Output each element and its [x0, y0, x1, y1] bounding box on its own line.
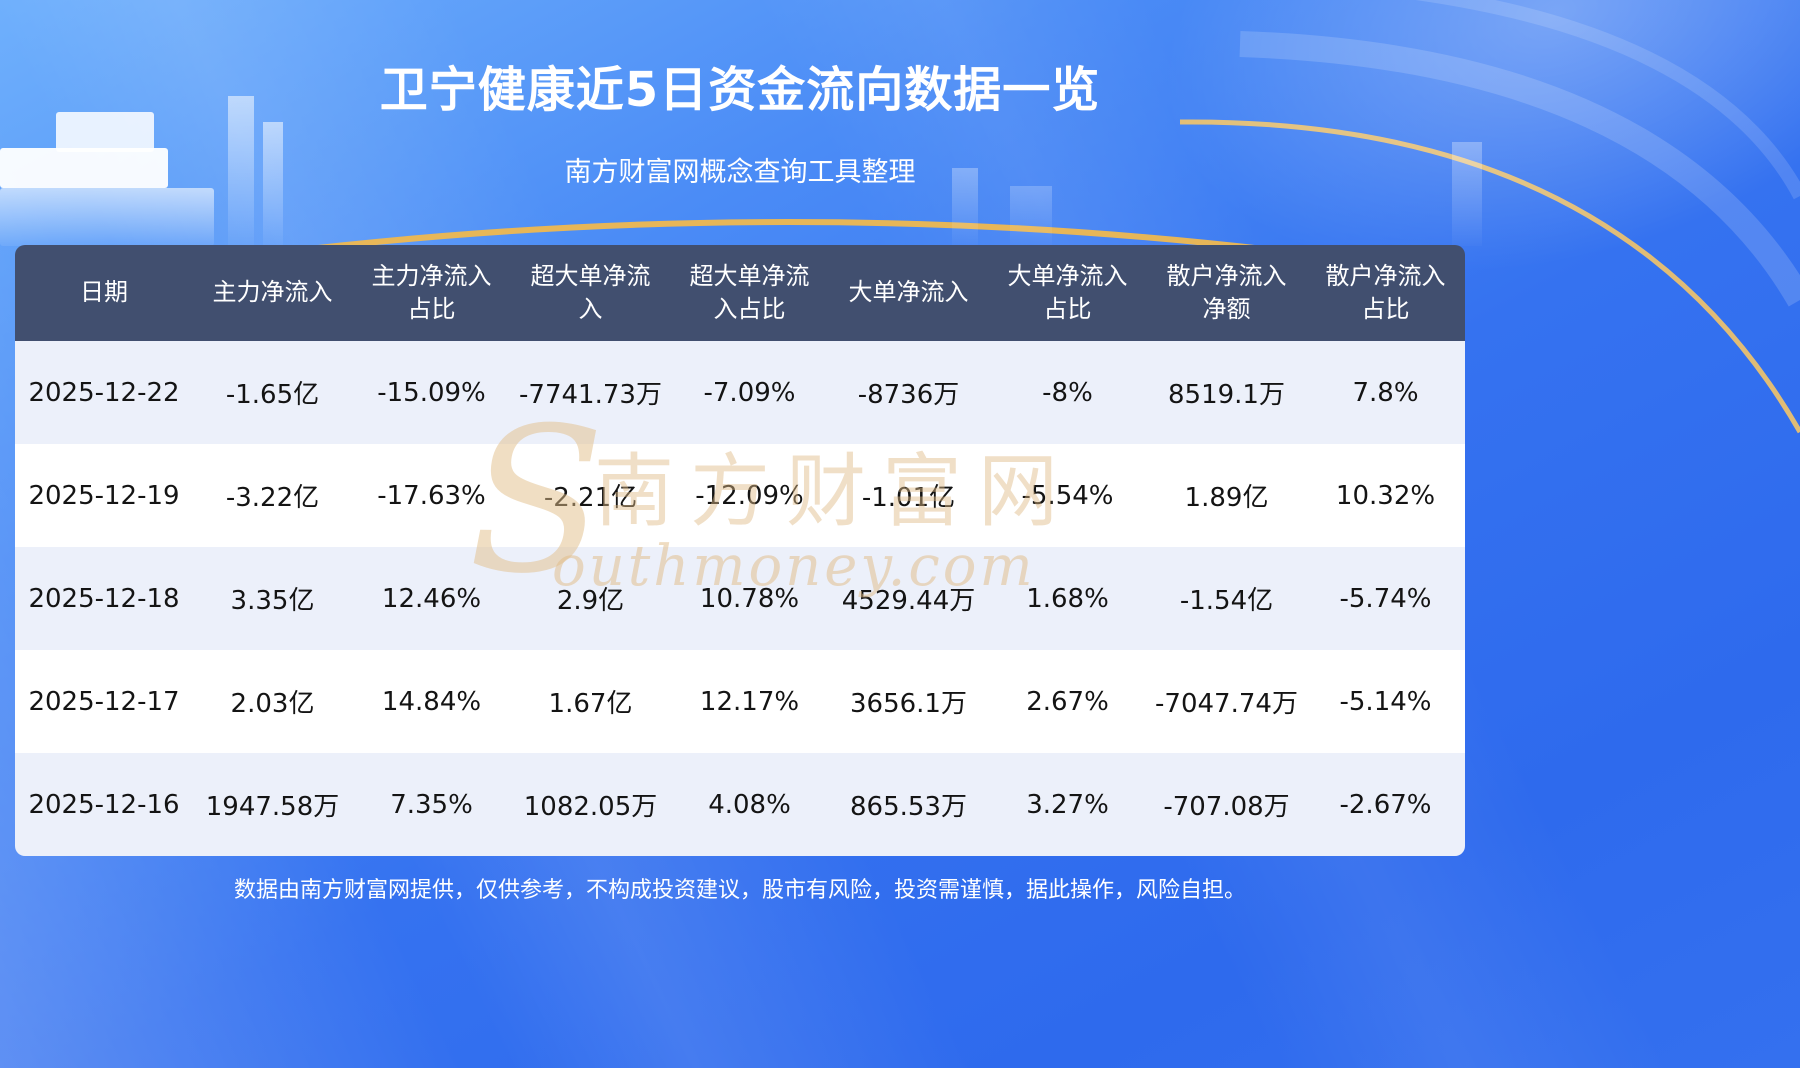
date-cell: 2025-12-16	[28, 789, 180, 820]
building-block	[0, 148, 168, 188]
page-title: 卫宁健康近5日资金流向数据一览	[379, 62, 1101, 118]
light-pillar	[1452, 142, 1482, 246]
column-header: 散户净流入占比	[1306, 245, 1465, 341]
value-cell: 1947.58万	[205, 792, 340, 822]
date-cell: 2025-12-19	[28, 480, 180, 511]
value-cell: -7741.73万	[519, 380, 662, 410]
value-cell: 8519.1万	[1168, 380, 1285, 410]
column-header: 大单净流入	[829, 245, 988, 341]
light-pillar	[228, 96, 254, 246]
gold-arc	[299, 219, 1273, 253]
value-cell: 10.32%	[1335, 480, 1436, 511]
value-cell: -5.74%	[1339, 583, 1432, 614]
table-row: 2025-12-19 -3.22亿 -17.63% -2.21亿 -12.09% -1.0…	[15, 444, 1465, 547]
value-cell: 3.35亿	[230, 586, 315, 616]
value-cell: 1082.05万	[523, 792, 658, 822]
gold-swoosh	[1179, 119, 1800, 434]
light-pillar	[1010, 186, 1052, 246]
date-cell: 2025-12-18	[28, 583, 180, 614]
disclaimer-text: 数据由南方财富网提供，仅供参考，不构成投资建议，股市有风险，投资需谨慎，据此操作…	[233, 878, 1246, 903]
value-cell: 1.89亿	[1184, 483, 1269, 513]
value-cell: 4529.44万	[841, 586, 976, 616]
table-row: 2025-12-17 2.03亿 14.84% 1.67亿 12.17% 3656.1万 2…	[15, 650, 1465, 753]
value-cell: -15.09%	[377, 377, 486, 408]
value-cell: -1.54亿	[1179, 586, 1274, 616]
building-block	[0, 188, 214, 246]
fund-flow-table: 日期 主力净流入 主力净流入占比 超大单净流入 超大单净流入占比 大单净流入 大单净流入占比…	[15, 245, 1465, 856]
page-subtitle: 南方财富网概念查询工具整理	[564, 157, 916, 188]
value-cell: -707.08万	[1163, 792, 1290, 822]
value-cell: 3.27%	[1026, 789, 1109, 820]
value-cell: 10.78%	[699, 583, 800, 614]
column-header: 散户净流入净额	[1147, 245, 1306, 341]
value-cell: 2.9亿	[556, 586, 625, 616]
value-cell: 1.67亿	[548, 689, 633, 719]
value-cell: -8736万	[857, 380, 960, 410]
value-cell: 7.35%	[390, 789, 473, 820]
value-cell: -8%	[1042, 377, 1093, 408]
column-header: 超大单净流入	[511, 245, 670, 341]
value-cell: -7.09%	[703, 377, 796, 408]
light-pillar	[952, 168, 978, 246]
value-cell: -7047.74万	[1155, 689, 1298, 719]
value-cell: -1.65亿	[225, 380, 320, 410]
value-cell: 14.84%	[381, 686, 482, 717]
value-cell: -2.67%	[1339, 789, 1432, 820]
column-header: 日期	[15, 245, 193, 341]
value-cell: 7.8%	[1352, 377, 1419, 408]
value-cell: 1.68%	[1026, 583, 1109, 614]
value-cell: -2.21亿	[543, 483, 638, 513]
content-area: 卫宁健康近5日资金流向数据一览 南方财富网概念查询工具整理 日期 主力净流入 主力净…	[15, 0, 1465, 1068]
value-cell: 4.08%	[708, 789, 791, 820]
value-cell: 12.46%	[381, 583, 482, 614]
building-block	[56, 112, 154, 152]
table-header-row: 日期 主力净流入 主力净流入占比 超大单净流入 超大单净流入占比 大单净流入 大单净流入占比…	[15, 245, 1465, 341]
fund-flow-table-wrap: 日期 主力净流入 主力净流入占比 超大单净流入 超大单净流入占比 大单净流入 大单净流入占比…	[15, 245, 1465, 856]
column-header: 大单净流入占比	[988, 245, 1147, 341]
date-cell: 2025-12-17	[28, 686, 180, 717]
value-cell: 865.53万	[850, 792, 967, 822]
white-swoosh-thin	[1414, 0, 1800, 200]
value-cell: -3.22亿	[225, 483, 320, 513]
column-header: 超大单净流入占比	[670, 245, 829, 341]
table-row: 2025-12-18 3.35亿 12.46% 2.9亿 10.78% 4529.44万 1…	[15, 547, 1465, 650]
column-header: 主力净流入	[193, 245, 352, 341]
white-swoosh-glow	[1239, 31, 1800, 307]
light-pillar	[263, 122, 283, 246]
value-cell: -1.01亿	[861, 483, 956, 513]
value-cell: -17.63%	[377, 480, 486, 511]
table-row: 2025-12-16 1947.58万 7.35% 1082.05万 4.08% 865.…	[15, 753, 1465, 856]
table-row: 2025-12-22 -1.65亿 -15.09% -7741.73万 -7.09% -8…	[15, 341, 1465, 444]
column-header: 主力净流入占比	[352, 245, 511, 341]
value-cell: 3656.1万	[850, 689, 967, 719]
value-cell: 2.67%	[1026, 686, 1109, 717]
value-cell: 2.03亿	[230, 689, 315, 719]
value-cell: -5.54%	[1021, 480, 1114, 511]
value-cell: 12.17%	[699, 686, 800, 717]
value-cell: -12.09%	[695, 480, 804, 511]
value-cell: -5.14%	[1339, 686, 1432, 717]
date-cell: 2025-12-22	[28, 377, 180, 408]
